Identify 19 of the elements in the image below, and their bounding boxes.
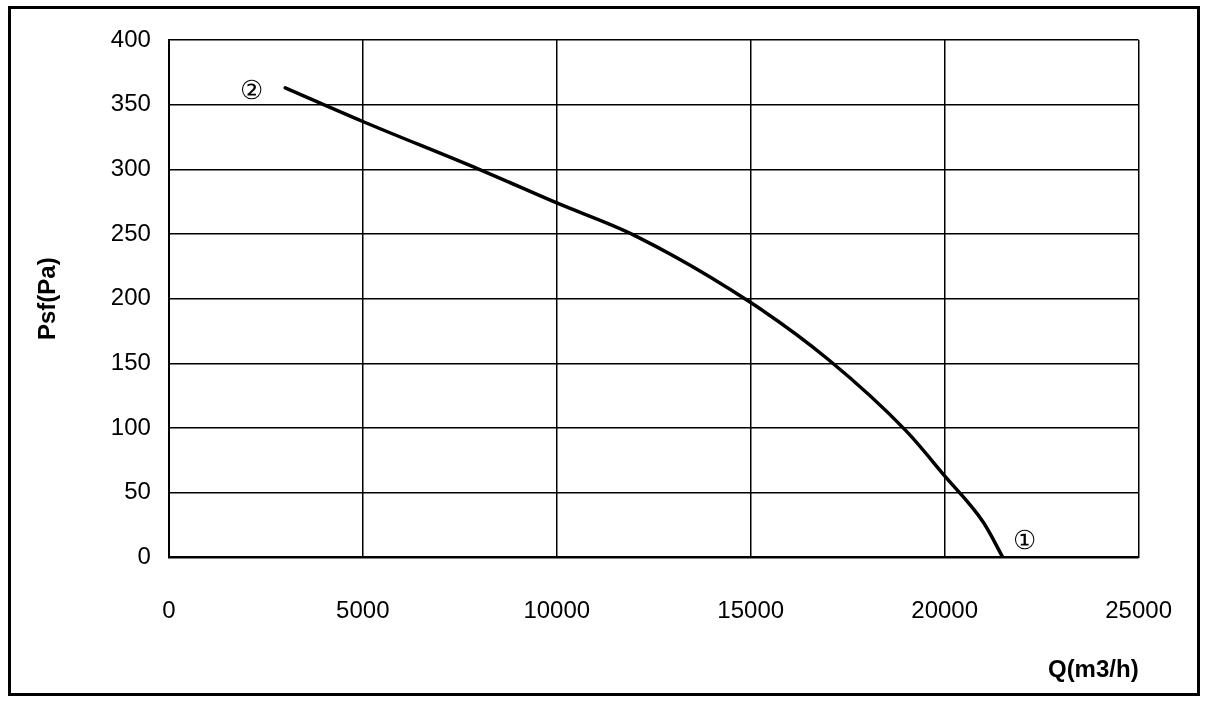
- y-tick-label: 400: [110, 24, 151, 52]
- x-tick-label: 0: [162, 596, 176, 624]
- x-tick-label: 25000: [1105, 596, 1173, 624]
- annotation: ②: [240, 75, 264, 106]
- y-axis-title: Psf(Pa): [33, 257, 61, 341]
- x-tick-label: 10000: [523, 596, 591, 624]
- x-tick-label: 15000: [717, 596, 785, 624]
- annotation: ①: [1012, 524, 1036, 555]
- y-tick-label: 150: [110, 348, 151, 375]
- y-tick-label: 100: [110, 412, 151, 440]
- x-tick-label: 5000: [336, 596, 390, 624]
- y-tick-label: 300: [110, 153, 151, 181]
- y-tick-label: 50: [124, 477, 151, 505]
- x-tick-label: 20000: [911, 596, 979, 624]
- y-tick-label: 0: [137, 542, 151, 570]
- y-tick-label: 250: [110, 218, 151, 246]
- y-tick-label: 350: [110, 89, 151, 117]
- y-tick-label: 200: [110, 283, 151, 311]
- x-axis-title: Q(m3/h): [1047, 655, 1139, 683]
